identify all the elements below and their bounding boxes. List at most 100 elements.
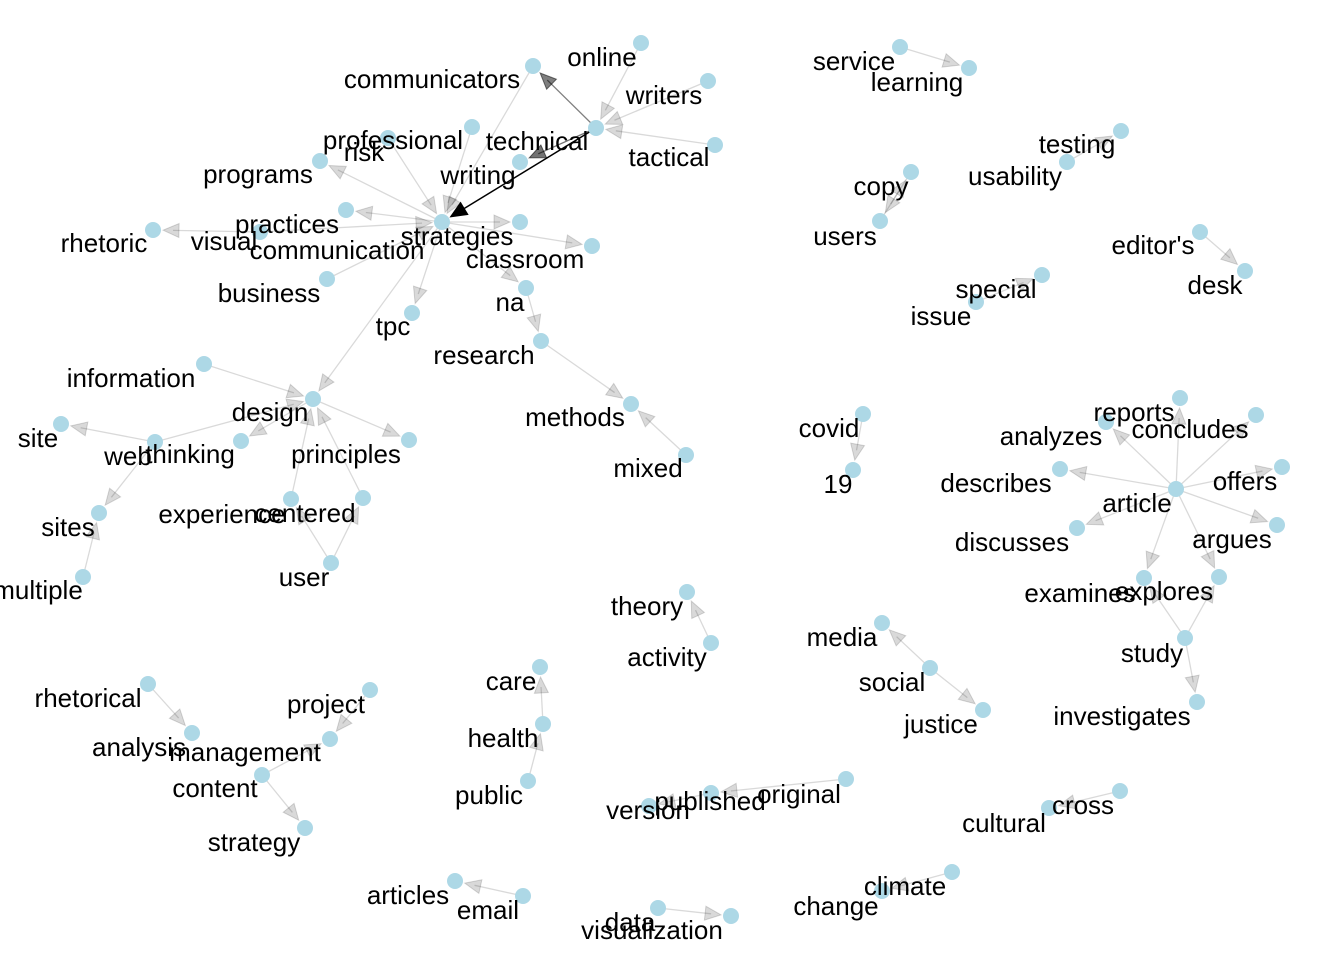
edge-centered-design — [321, 416, 364, 499]
node-strategy — [297, 820, 313, 836]
edge-content-strategy — [261, 774, 293, 813]
node-label-communicators: communicators — [344, 64, 520, 94]
arrowhead-climate-change — [890, 876, 910, 892]
node-original — [838, 771, 854, 787]
edge-cross-cultural — [1068, 790, 1121, 804]
edge-email-articles — [474, 884, 524, 897]
arrowhead-article-offers — [1254, 464, 1274, 480]
arrowhead-web-sites — [104, 487, 122, 507]
node-online — [633, 35, 649, 51]
node-desk — [1237, 263, 1253, 279]
arrowhead-usability-testing — [1094, 135, 1114, 151]
node-label-visualization: visualization — [581, 915, 723, 945]
node-articles — [447, 873, 463, 889]
node-argues — [1269, 517, 1285, 533]
edge-visual-communication — [259, 222, 423, 233]
node-reports — [1172, 390, 1188, 406]
arrowhead-communication-na — [500, 265, 520, 283]
node-label-tpc: tpc — [376, 311, 411, 341]
node-writers — [700, 73, 716, 89]
arrowhead-communication-strategies — [493, 214, 512, 230]
node-label-investigates: investigates — [1053, 701, 1190, 731]
node-programs — [312, 153, 328, 169]
node-label-n19: 19 — [824, 469, 853, 499]
node-label-explores: explores — [1115, 576, 1213, 606]
node-copy — [903, 164, 919, 180]
arrowhead-social-justice — [957, 687, 977, 705]
node-change — [874, 883, 890, 899]
node-user — [323, 555, 339, 571]
arrowhead-article-concludes — [1231, 420, 1250, 439]
arrowhead-mixed-methods — [637, 409, 656, 428]
arrowhead-communication-classroom — [564, 234, 584, 250]
node-public — [520, 773, 536, 789]
node-management — [322, 731, 338, 747]
arrowhead-study-examines — [1148, 585, 1166, 605]
node-rhetoric — [145, 222, 161, 238]
node-label-management: management — [169, 737, 322, 767]
edge-business-communication — [326, 230, 425, 280]
arrowhead-technical-communication — [449, 201, 469, 218]
node-technical — [588, 120, 604, 136]
node-label-principles: principles — [291, 439, 401, 469]
node-label-analyzes: analyzes — [1000, 421, 1103, 451]
arrowhead-service-learning — [941, 52, 961, 68]
edge-web-design — [154, 403, 294, 443]
arrowhead-copy-users — [884, 194, 901, 214]
node-offers — [1274, 459, 1290, 475]
arrowhead-issue-special — [1014, 277, 1034, 293]
node-data — [650, 900, 666, 916]
nodes-layer — [53, 35, 1290, 924]
node-label-visual: visual — [191, 226, 257, 256]
node-label-change: change — [793, 891, 878, 921]
arrowhead-multiple-sites — [85, 521, 101, 541]
node-label-copy: copy — [854, 171, 909, 201]
node-published — [703, 785, 719, 801]
arrowhead-editors-desk — [1219, 247, 1239, 266]
node-label-strategy: strategy — [208, 827, 301, 857]
arrowhead-design-thinking — [248, 420, 268, 437]
node-activity — [703, 635, 719, 651]
node-site — [53, 416, 69, 432]
node-visual — [252, 224, 268, 240]
edge-article-examines — [1150, 488, 1177, 560]
node-label-data: data — [605, 907, 656, 937]
node-label-offers: offers — [1213, 466, 1278, 496]
node-analysis — [184, 725, 200, 741]
edge-communication-programs — [337, 169, 443, 223]
arrowhead-research-methods — [604, 382, 624, 399]
arrowhead-visual-rhetoric — [161, 222, 180, 239]
edge-design-thinking — [257, 398, 314, 432]
node-version — [641, 798, 657, 814]
node-mixed — [678, 447, 694, 463]
arrowhead-technical-writing — [527, 144, 548, 159]
node-principles — [401, 432, 417, 448]
edge-article-offers — [1175, 470, 1263, 490]
node-label-covid: covid — [799, 413, 860, 443]
arrowhead-web-site — [69, 421, 89, 437]
node-label-study: study — [1121, 638, 1183, 668]
node-label-issue: issue — [911, 301, 972, 331]
node-label-practices: practices — [235, 209, 339, 239]
node-label-experience: experience — [158, 499, 285, 529]
edge-article-concludes — [1175, 428, 1242, 490]
edge-visual-rhetoric — [172, 229, 261, 233]
node-research — [533, 333, 549, 349]
node-writing — [512, 154, 528, 170]
node-label-centered: centered — [254, 498, 355, 528]
node-label-tactical: tactical — [629, 142, 710, 172]
node-label-multiple: multiple — [0, 575, 83, 605]
node-risk — [464, 119, 480, 135]
node-study — [1177, 630, 1193, 646]
edge-technical-communicators — [546, 79, 597, 129]
node-label-analysis: analysis — [92, 732, 186, 762]
arrowhead-rhetorical-analysis — [168, 708, 187, 727]
node-label-theory: theory — [611, 591, 683, 621]
arrowhead-user-centered — [344, 505, 360, 526]
node-communication — [434, 214, 450, 230]
arrowhead-technical-communicators — [539, 72, 558, 91]
edge-article-analyzes — [1119, 435, 1177, 490]
node-label-justice: justice — [903, 709, 978, 739]
node-label-writers: writers — [625, 80, 703, 110]
